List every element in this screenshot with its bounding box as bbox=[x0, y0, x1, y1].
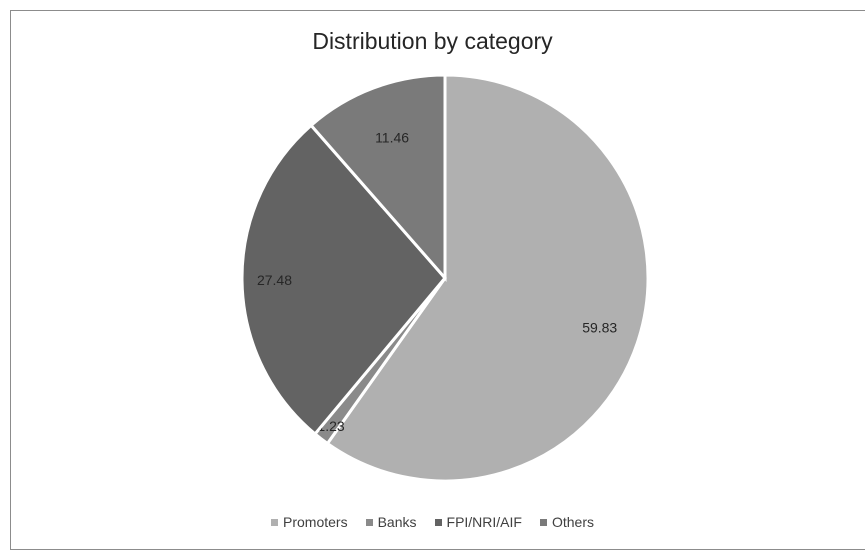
legend-item-promoters: Promoters bbox=[271, 514, 348, 530]
legend-swatch bbox=[539, 518, 547, 526]
legend-item-others: Others bbox=[539, 514, 594, 530]
legend-item-fpi-nri-aif: FPI/NRI/AIF bbox=[434, 514, 522, 530]
legend-swatch bbox=[365, 518, 373, 526]
legend-label: FPI/NRI/AIF bbox=[446, 514, 522, 530]
legend-swatch bbox=[271, 518, 279, 526]
legend: Promoters Banks FPI/NRI/AIF Others bbox=[0, 514, 865, 530]
data-label-others: 11.46 bbox=[375, 129, 409, 145]
legend-label: Others bbox=[551, 514, 594, 530]
data-label-promoters: 59.83 bbox=[582, 319, 617, 335]
legend-item-banks: Banks bbox=[365, 514, 417, 530]
legend-swatch bbox=[434, 518, 442, 526]
pie-slice-fpi-nri-aif bbox=[240, 123, 447, 437]
pie-slice-others bbox=[309, 73, 447, 282]
legend-label: Promoters bbox=[283, 514, 348, 530]
data-label-fpi-nri-aif: 27.48 bbox=[257, 272, 292, 288]
pie-slice-promoters bbox=[325, 73, 650, 483]
chart-title: Distribution by category bbox=[312, 28, 553, 54]
legend-label: Banks bbox=[377, 514, 417, 530]
